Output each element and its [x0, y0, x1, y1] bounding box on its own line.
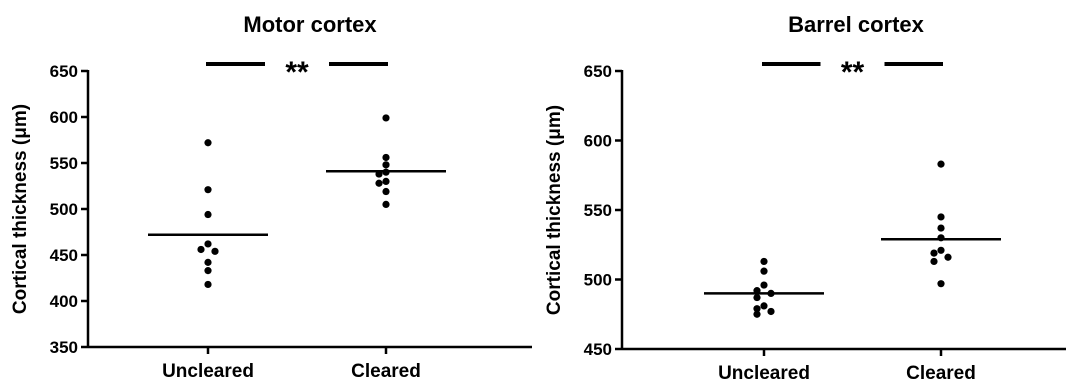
- data-point: [211, 247, 219, 255]
- data-point: [937, 213, 945, 221]
- x-tick-label: Uncleared: [162, 361, 254, 382]
- chart-motor-cortex: Motor cortex 350 400 450 500 550 600 650 Cortica…: [10, 12, 532, 382]
- data-point: [944, 253, 952, 261]
- data-point: [753, 293, 761, 302]
- data-point: [382, 200, 390, 208]
- x-tick-label: Cleared: [351, 361, 421, 382]
- chart-barrel-cortex: Barrel cortex 450 500 550 600 650 Cortical thi…: [536, 0, 1072, 383]
- data-point: [760, 267, 768, 275]
- data-point: [204, 240, 212, 248]
- data-point: [197, 245, 205, 254]
- y-tick-label: 600: [584, 132, 612, 151]
- data-point: [204, 280, 212, 289]
- y-tick-label: 550: [584, 201, 612, 220]
- x-tick-label: Cleared: [906, 363, 976, 383]
- data-point: [930, 249, 938, 257]
- data-point: [930, 257, 938, 266]
- data-point: [204, 186, 212, 194]
- data-point: [937, 280, 945, 288]
- y-tick-label: 600: [50, 108, 78, 127]
- data-point: [760, 257, 768, 266]
- y-tick-label: 400: [50, 292, 78, 311]
- chart-title: Barrel cortex: [788, 12, 925, 37]
- data-point: [204, 139, 212, 147]
- y-tick-label: 450: [50, 246, 78, 265]
- data-point: [382, 187, 390, 196]
- data-point: [382, 153, 390, 162]
- y-tick-label: 450: [584, 340, 612, 359]
- y-tick-label: 500: [50, 200, 78, 219]
- chart-svg-barrel-cortex: Barrel cortex 450 500 550 600 650 Cortical thi…: [544, 12, 1066, 383]
- data-point: [375, 179, 383, 187]
- data-point: [937, 224, 945, 232]
- data-point: [753, 305, 761, 313]
- y-tick-label: 650: [584, 62, 612, 81]
- data-point: [204, 267, 212, 275]
- data-point: [382, 177, 390, 185]
- data-point: [937, 160, 945, 168]
- data-point: [204, 210, 212, 219]
- data-point: [760, 281, 768, 289]
- data-point: [382, 161, 390, 169]
- significance-stars: **: [841, 56, 865, 89]
- chart-svg-motor-cortex: Motor cortex 350 400 450 500 550 600 650 Cortica…: [10, 12, 532, 382]
- chart-title: Motor cortex: [243, 12, 377, 37]
- data-point: [753, 310, 761, 318]
- y-tick-label: 550: [50, 154, 78, 173]
- data-point: [767, 307, 775, 316]
- data-point: [760, 302, 768, 310]
- y-tick-label: 350: [50, 338, 78, 357]
- y-axis-label: Cortical thickness (μm): [10, 104, 31, 314]
- y-axis-label: Cortical thickness (μm): [544, 105, 565, 315]
- y-tick-label: 500: [584, 271, 612, 290]
- x-tick-label: Uncleared: [718, 363, 810, 383]
- data-point: [382, 114, 390, 122]
- y-tick-label: 650: [50, 62, 78, 81]
- data-point: [937, 246, 945, 254]
- data-point: [204, 258, 212, 266]
- significance-stars: **: [285, 56, 309, 89]
